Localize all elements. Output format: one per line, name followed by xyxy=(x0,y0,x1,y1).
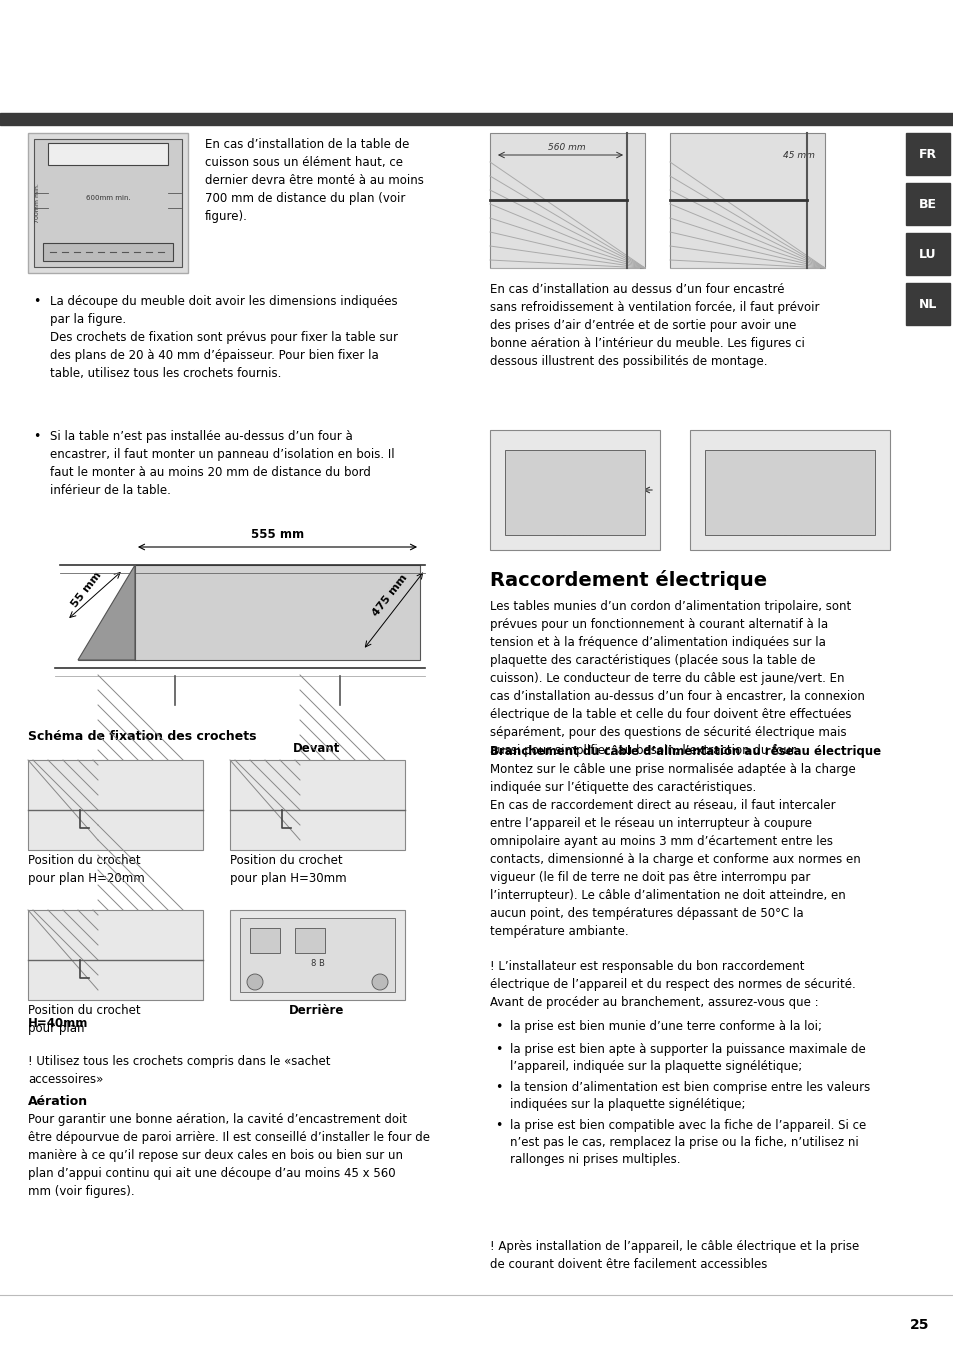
Bar xyxy=(240,917,395,992)
Bar xyxy=(905,232,949,276)
Text: Derrière: Derrière xyxy=(289,1004,344,1017)
Text: •: • xyxy=(495,1020,502,1034)
Text: Si la table n’est pas installée au-dessus d’un four à
encastrer, il faut monter : Si la table n’est pas installée au-dessu… xyxy=(50,430,395,497)
Bar xyxy=(490,132,644,267)
Bar xyxy=(34,139,182,267)
Text: 55 mm: 55 mm xyxy=(70,570,104,609)
Bar xyxy=(0,113,953,126)
Text: H=40mm: H=40mm xyxy=(28,1017,89,1029)
Bar xyxy=(28,761,203,850)
Text: Position du crochet
pour plan H=30mm: Position du crochet pour plan H=30mm xyxy=(230,854,346,885)
Text: 475 mm: 475 mm xyxy=(371,573,409,617)
Bar xyxy=(230,761,405,850)
Text: Schéma de fixation des crochets: Schéma de fixation des crochets xyxy=(28,730,256,743)
Text: la prise est bien apte à supporter la puissance maximale de
l’appareil, indiquée: la prise est bien apte à supporter la pu… xyxy=(510,1043,864,1073)
Text: •: • xyxy=(495,1081,502,1094)
Text: •: • xyxy=(33,295,40,308)
Bar xyxy=(28,911,203,1000)
Text: Branchement du câble d’alimentation au réseau électrique: Branchement du câble d’alimentation au r… xyxy=(490,744,881,758)
Bar xyxy=(905,182,949,226)
Bar xyxy=(28,132,188,273)
Text: ! Utilisez tous les crochets compris dans le «sachet
accessoires»: ! Utilisez tous les crochets compris dan… xyxy=(28,1055,330,1086)
Text: la tension d’alimentation est bien comprise entre les valeurs
indiquées sur la p: la tension d’alimentation est bien compr… xyxy=(510,1081,869,1111)
Text: LU: LU xyxy=(919,247,936,261)
Text: 360 cm²: 360 cm² xyxy=(555,528,595,538)
Text: Devant: Devant xyxy=(293,742,340,755)
Bar xyxy=(905,132,949,176)
Text: 25: 25 xyxy=(909,1319,929,1332)
Bar xyxy=(504,450,644,535)
Text: la prise est bien munie d’une terre conforme à la loi;: la prise est bien munie d’une terre conf… xyxy=(510,1020,821,1034)
Text: 555 mm: 555 mm xyxy=(251,528,304,540)
Text: Montez sur le câble une prise normalisée adaptée à la charge
indiquée sur l’étiq: Montez sur le câble une prise normalisée… xyxy=(490,763,860,938)
Bar xyxy=(490,430,659,550)
Polygon shape xyxy=(78,565,135,661)
Text: 600mm min.: 600mm min. xyxy=(86,195,131,201)
Polygon shape xyxy=(78,565,419,661)
Circle shape xyxy=(247,974,263,990)
Text: 8 B: 8 B xyxy=(311,959,324,969)
Text: •: • xyxy=(33,430,40,443)
Text: NL: NL xyxy=(918,297,936,311)
Text: Raccordement électrique: Raccordement électrique xyxy=(490,570,766,590)
Bar xyxy=(905,282,949,326)
Text: Position du crochet
pour plan H=20mm: Position du crochet pour plan H=20mm xyxy=(28,854,145,885)
Text: Position du crochet
pour plan: Position du crochet pour plan xyxy=(28,1004,140,1035)
Bar xyxy=(43,243,172,261)
Text: ! L’installateur est responsable du bon raccordement
électrique de l’appareil et: ! L’installateur est responsable du bon … xyxy=(490,961,855,1009)
Text: •: • xyxy=(495,1119,502,1132)
Circle shape xyxy=(372,974,388,990)
Text: Les tables munies d’un cordon d’alimentation tripolaire, sont
prévues pour un fo: Les tables munies d’un cordon d’alimenta… xyxy=(490,600,864,757)
Text: 45 mm: 45 mm xyxy=(782,151,814,159)
Text: ! Après installation de l’appareil, le câble électrique et la prise
de courant d: ! Après installation de l’appareil, le c… xyxy=(490,1240,859,1271)
Text: En cas d’installation au dessus d’un four encastré
sans refroidissement à ventil: En cas d’installation au dessus d’un fou… xyxy=(490,282,819,367)
Text: 120 cm²: 120 cm² xyxy=(834,453,875,462)
Text: 700mm min.: 700mm min. xyxy=(35,184,40,223)
Bar xyxy=(230,911,405,1000)
Bar xyxy=(48,143,168,165)
Text: la prise est bien compatible avec la fiche de l’appareil. Si ce
n’est pas le cas: la prise est bien compatible avec la fic… xyxy=(510,1119,865,1166)
Text: 60 cm²: 60 cm² xyxy=(512,465,545,476)
Text: 560 mm: 560 mm xyxy=(548,143,585,153)
Text: Pour garantir une bonne aération, la cavité d’encastrement doit
être dépourvue d: Pour garantir une bonne aération, la cav… xyxy=(28,1113,430,1198)
Text: Aération: Aération xyxy=(28,1096,88,1108)
Bar xyxy=(669,132,824,267)
Text: La découpe du meuble doit avoir les dimensions indiquées
par la figure.
Des croc: La découpe du meuble doit avoir les dime… xyxy=(50,295,397,380)
Text: BE: BE xyxy=(918,197,936,211)
Bar xyxy=(704,450,874,535)
Bar xyxy=(689,430,889,550)
Text: En cas d’installation de la table de
cuisson sous un élément haut, ce
dernier de: En cas d’installation de la table de cui… xyxy=(205,138,423,223)
Bar xyxy=(294,928,325,952)
Text: 190 cm²: 190 cm² xyxy=(769,528,809,538)
Bar xyxy=(250,928,280,952)
Text: •: • xyxy=(495,1043,502,1056)
Text: FR: FR xyxy=(918,147,936,161)
